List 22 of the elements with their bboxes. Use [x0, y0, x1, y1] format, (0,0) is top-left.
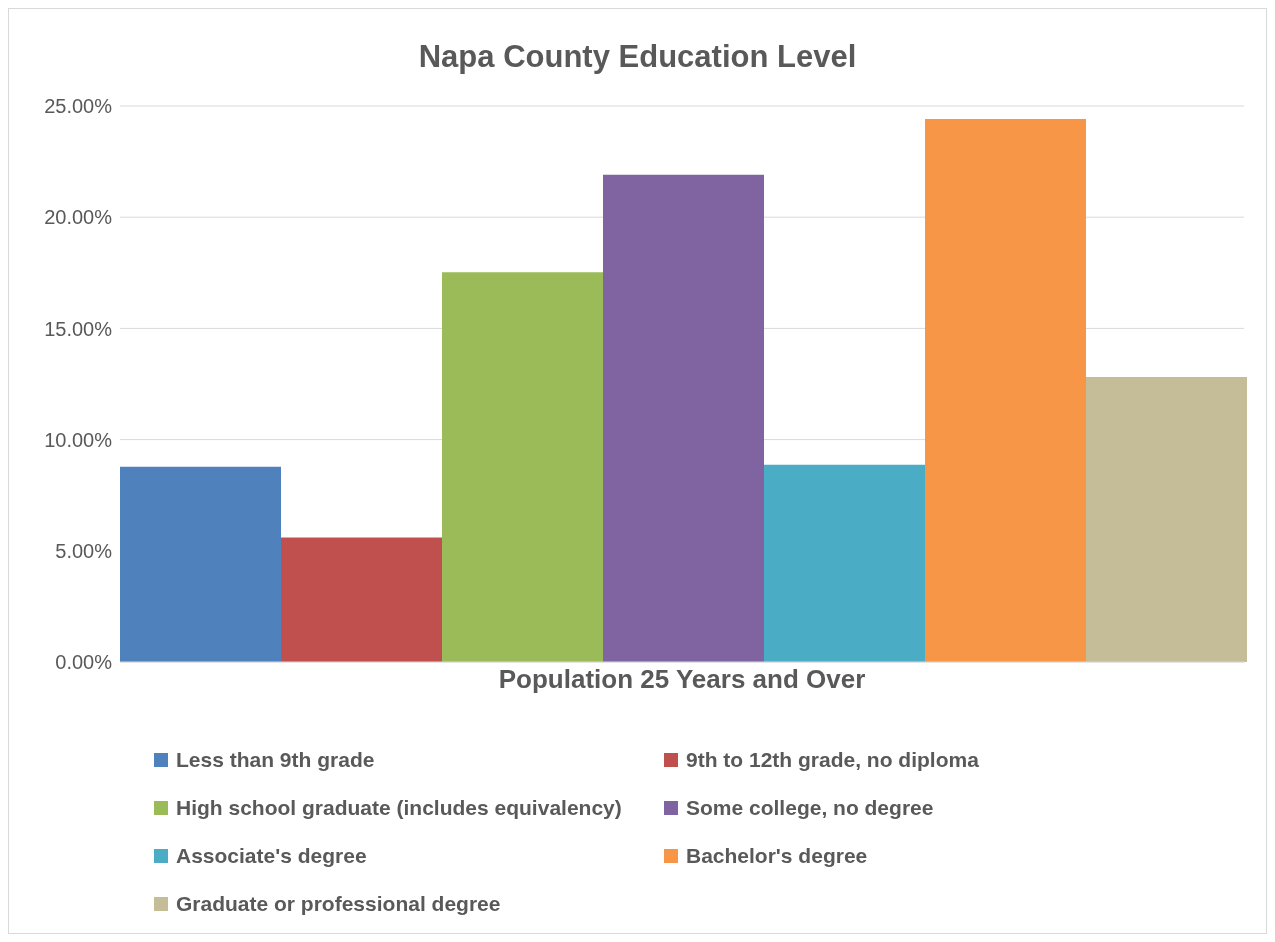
- y-tick-label: 5.00%: [55, 539, 113, 562]
- y-tick-label: 10.00%: [44, 428, 113, 451]
- bar: [1086, 377, 1247, 662]
- legend-label: 9th to 12th grade, no diploma: [686, 748, 979, 772]
- x-tick-label: Population 25 Years and Over: [498, 664, 866, 695]
- chart-title: Napa County Education Level: [417, 39, 858, 75]
- y-tick-label: 20.00%: [44, 206, 113, 229]
- legend-label: Bachelor's degree: [686, 844, 868, 868]
- bar: [764, 464, 925, 662]
- bar: [442, 272, 603, 662]
- legend-label: Graduate or professional degree: [176, 892, 501, 916]
- y-tick-label: 0.00%: [55, 651, 113, 674]
- legend-label: Associate's degree: [176, 844, 367, 868]
- y-tick-label: 25.00%: [44, 95, 113, 118]
- y-tick-label: 15.00%: [44, 317, 113, 340]
- bar: [120, 466, 281, 662]
- bar: [281, 537, 442, 662]
- bar: [925, 118, 1086, 662]
- legend-label: Some college, no degree: [686, 796, 934, 820]
- bar: [603, 174, 764, 662]
- legend-label: Less than 9th grade: [176, 748, 375, 772]
- legend-label: High school graduate (includes equivalency): [176, 796, 622, 820]
